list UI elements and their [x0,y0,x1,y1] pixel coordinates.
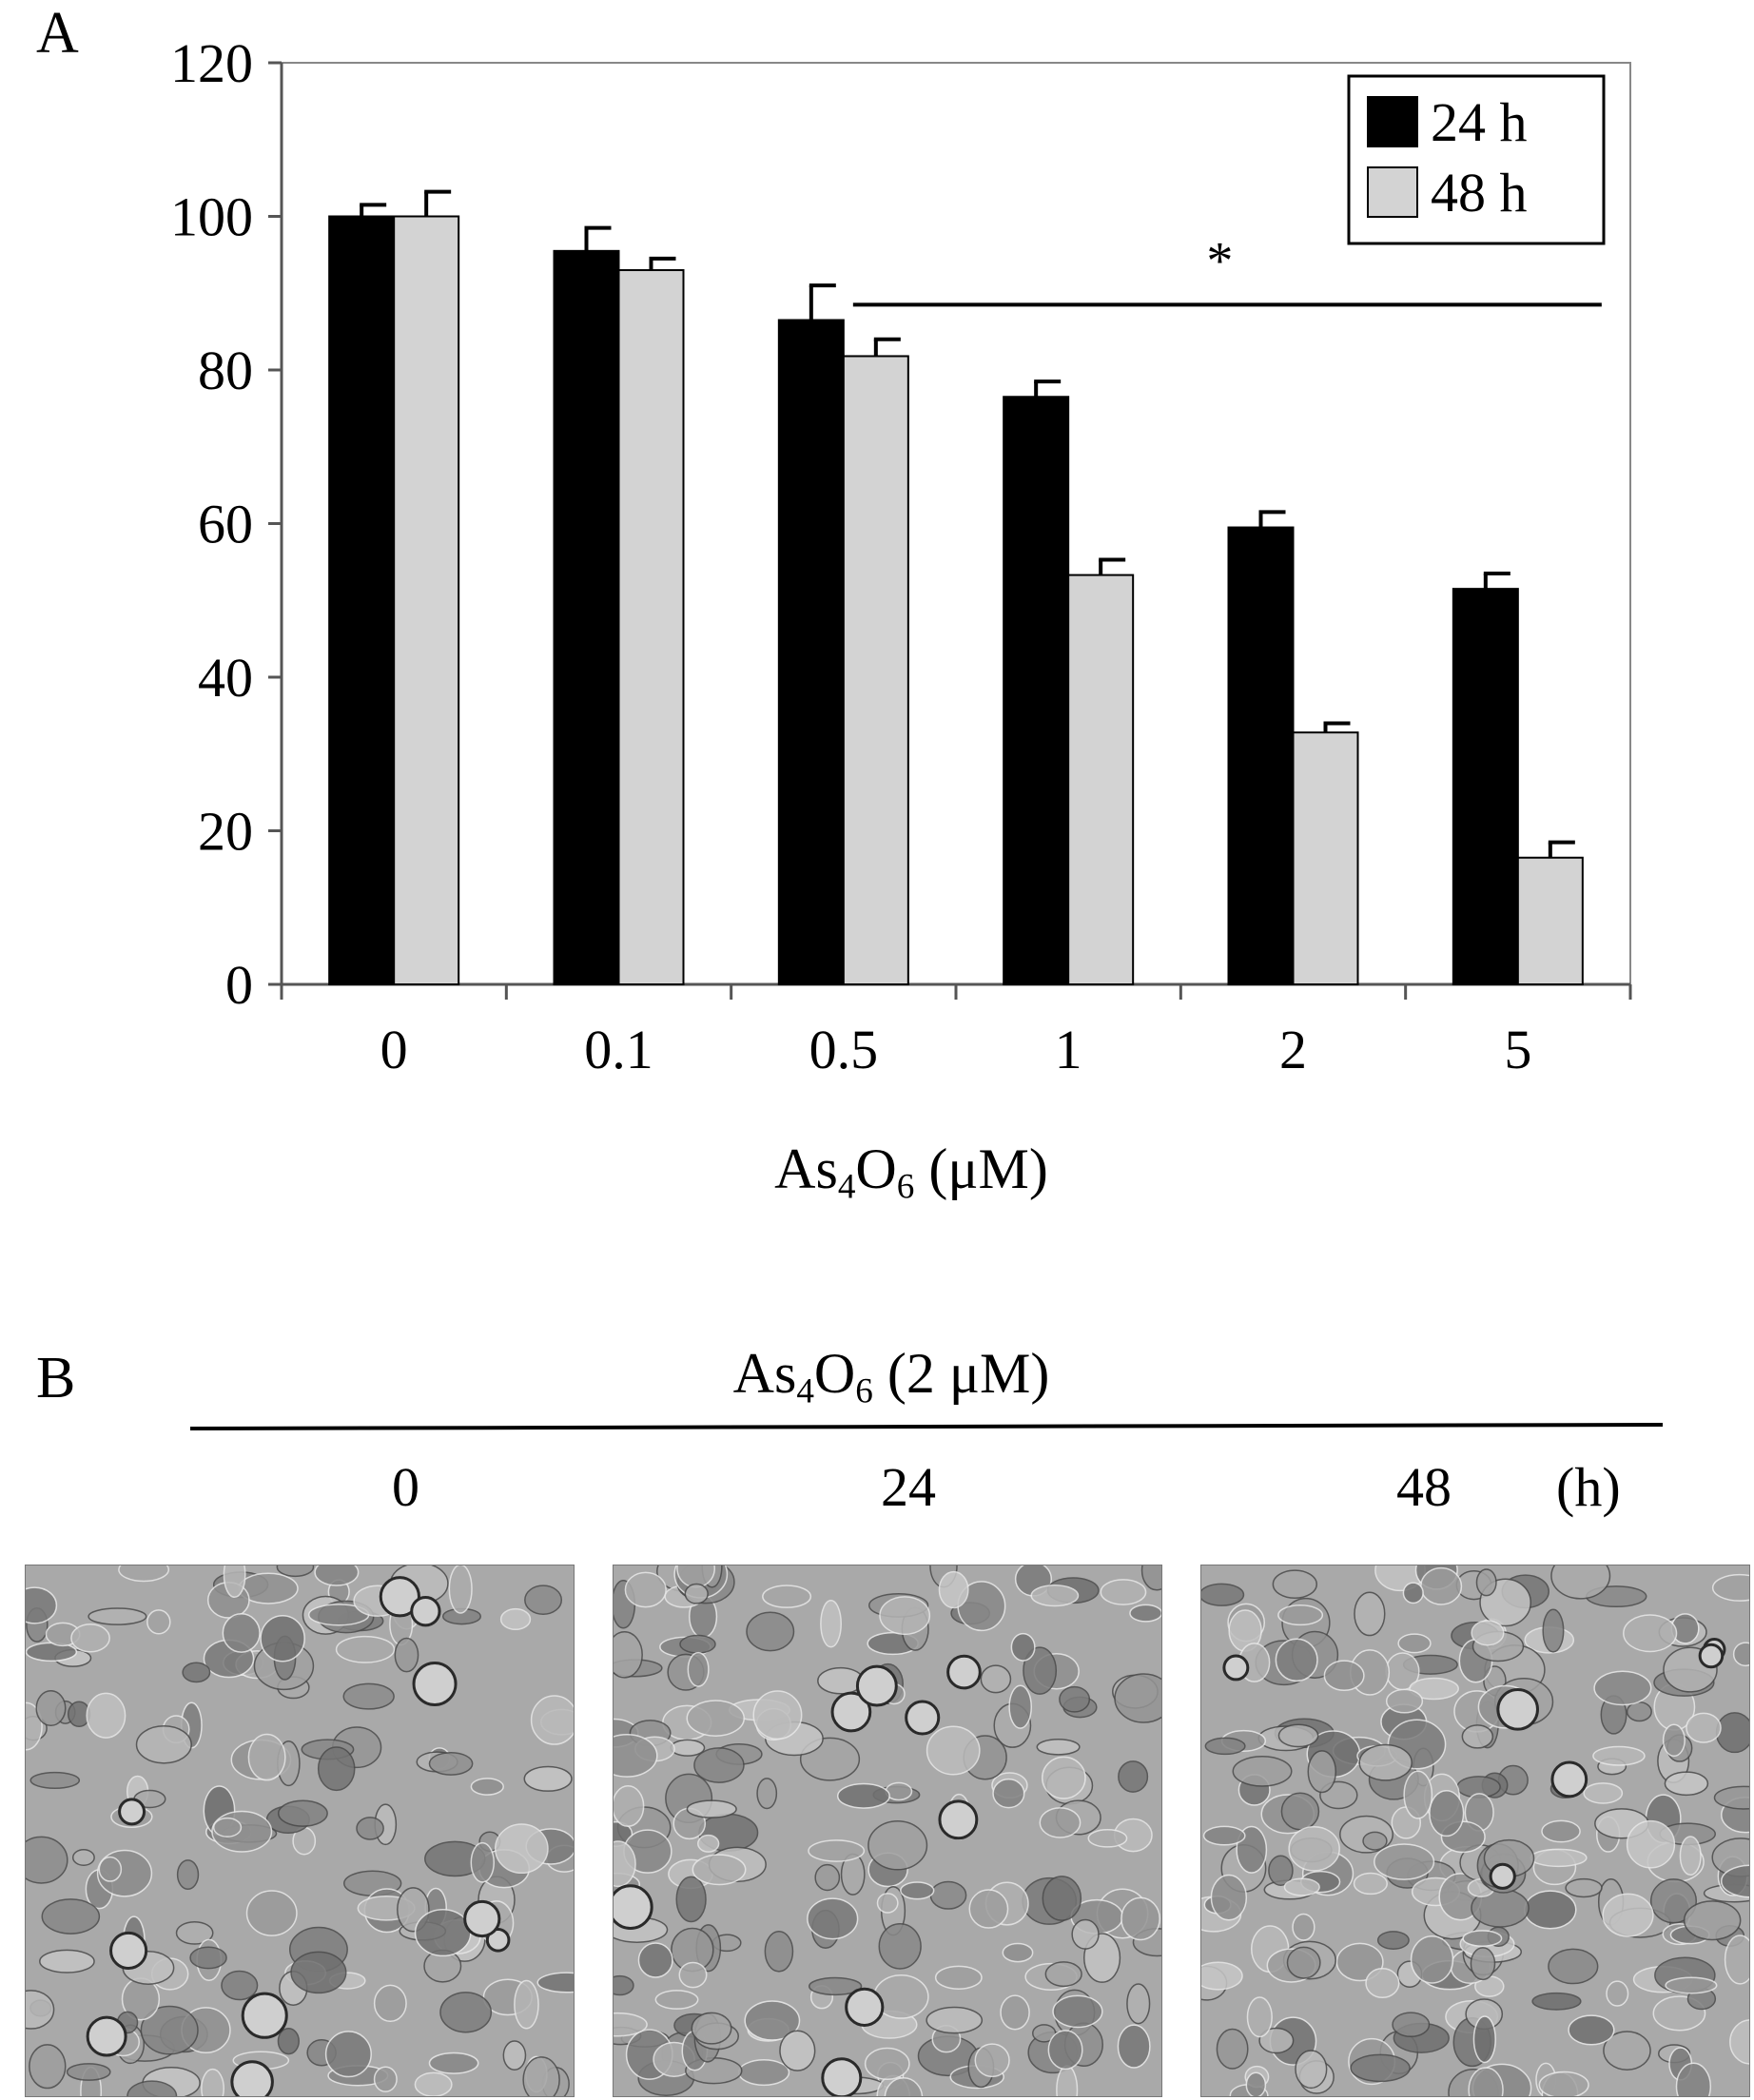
bar-24h-2 [1227,526,1295,985]
bar-chart: 0 20 40 60 80 100 120 0 0.1 0.5 1 2 5 * 24 h 48 h [170,32,1632,1080]
error-bars [360,189,1575,858]
bar-48h-0.1 [617,269,685,985]
x-tick-label-0.5: 0.5 [809,1019,879,1080]
bar-48h-0 [393,215,460,985]
bar-48h-0.5 [842,355,909,985]
time-label-0h: 0 [392,1456,419,1518]
x-axis: 0 0.1 0.5 1 2 5 [280,984,1632,1080]
bar-24h-1 [1003,396,1070,985]
bar-48h-1 [1067,574,1135,985]
time-label-24h: 24 [881,1456,936,1518]
x-tick-label-0: 0 [380,1019,408,1080]
bars [328,215,1584,986]
micrograph-48h [1200,1565,1750,2097]
x-tick-label-1: 1 [1055,1019,1082,1080]
legend-swatch-24h [1367,96,1418,147]
y-tick-label-80: 80 [198,340,253,401]
x-tick-label-0.1: 0.1 [584,1019,653,1080]
legend-label-24h: 24 h [1431,91,1528,153]
bar-24h-0.5 [777,319,845,985]
significance-marker: * [852,231,1602,307]
y-tick-label-20: 20 [198,801,253,863]
y-tick-label-100: 100 [170,186,253,248]
bar-24h-0 [328,215,396,985]
y-tick-label-0: 0 [225,954,253,1016]
bar-48h-2 [1292,731,1359,985]
x-tick-label-5: 5 [1504,1019,1531,1080]
y-axis: 0 20 40 60 80 100 120 [170,32,282,1016]
y-tick-label-40: 40 [198,647,253,709]
x-axis-title: As4O6 (μM) [774,1138,1048,1207]
panel-a-label: A [36,1,79,66]
bar-24h-0.1 [553,249,620,985]
bar-24h-5 [1452,588,1519,985]
y-tick-label-120: 120 [170,32,253,94]
significance-asterisk: * [1206,231,1233,290]
panel-b-label: B [36,1346,76,1410]
treatment-bracket-line [189,1422,1664,1431]
x-tick-label-2: 2 [1279,1019,1307,1080]
micrograph-24h [613,1565,1162,2097]
legend: 24 h 48 h [1347,74,1606,245]
legend-label-48h: 48 h [1431,162,1528,224]
bar-48h-5 [1516,856,1584,986]
time-label-48h: 48 [1396,1456,1452,1518]
time-unit-label: (h) [1556,1456,1621,1518]
y-tick-label-60: 60 [198,494,253,555]
micrograph-0h [25,1565,575,2097]
legend-swatch-48h [1367,166,1418,218]
panel-b-treatment-title: As4O6 (2 μM) [732,1342,1050,1411]
